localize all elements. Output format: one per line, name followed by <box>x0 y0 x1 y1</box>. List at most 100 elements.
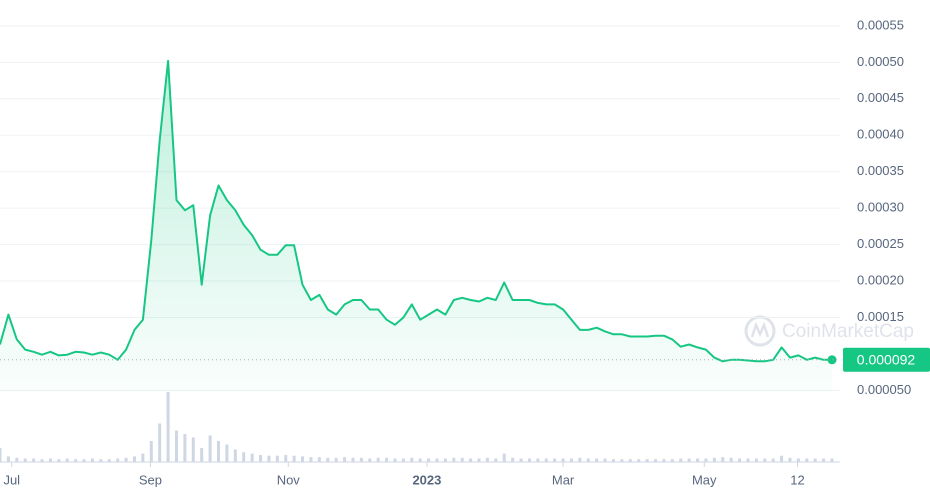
volume-bar <box>65 458 69 462</box>
volume-bar <box>704 458 708 462</box>
volume-bar <box>107 459 111 462</box>
watermark-text: CoinMarketCap <box>782 321 914 342</box>
volume-bar <box>460 457 464 462</box>
y-tick-label: 0.00030 <box>857 200 904 215</box>
volume-bar <box>166 392 170 462</box>
volume-bar <box>174 430 178 462</box>
volume-bar <box>393 458 397 462</box>
volume-bar <box>721 457 725 462</box>
x-tick-label: Jul <box>3 472 20 487</box>
price-line <box>0 59 832 363</box>
current-price-badge <box>843 347 930 372</box>
x-tick-label: 12 <box>790 472 804 487</box>
volume-bar <box>527 458 531 462</box>
volume-bar <box>544 458 548 462</box>
volume-bar <box>90 458 94 462</box>
volume-bar <box>351 457 355 462</box>
volume-bar <box>132 456 136 462</box>
volume-bar <box>477 458 481 462</box>
volume-bar <box>662 459 666 462</box>
volume-bar <box>620 459 624 462</box>
volume-bar <box>15 457 19 462</box>
volume-bar <box>343 457 347 462</box>
volume-bar <box>712 457 716 462</box>
volume-bar <box>553 458 557 462</box>
volume-bar <box>225 444 229 462</box>
volume-bar <box>284 455 288 462</box>
volume-bar <box>637 459 641 462</box>
volume-bar <box>729 457 733 462</box>
volume-bar <box>763 458 767 462</box>
volume-bar <box>23 458 27 462</box>
volume-bar <box>679 458 683 462</box>
volume-bar <box>519 458 523 462</box>
volume-bar <box>191 437 195 462</box>
volume-bar <box>469 458 473 462</box>
volume-bar <box>771 458 775 462</box>
volume-bar <box>645 459 649 462</box>
volume-bar <box>259 455 263 462</box>
volume-bar <box>99 459 103 462</box>
volume-bar <box>780 455 784 462</box>
volume-bar <box>805 458 809 462</box>
volume-bar <box>40 459 44 462</box>
current-price-label: 0.000092 <box>857 351 916 367</box>
volume-bar <box>654 459 658 462</box>
volume-bar <box>292 455 296 462</box>
volume-bar <box>309 457 313 462</box>
x-tick-label: Mar <box>552 472 575 487</box>
volume-bar <box>233 449 237 462</box>
y-tick-label: 0.00055 <box>857 17 904 32</box>
volume-bar <box>485 457 489 462</box>
volume-bar <box>822 458 826 462</box>
volume-bar <box>788 457 792 462</box>
volume-bar <box>754 458 758 462</box>
volume-bar <box>418 458 422 462</box>
watermark: CoinMarketCap <box>744 315 914 347</box>
volume-bar <box>578 457 582 462</box>
x-tick-label: Nov <box>277 472 301 487</box>
volume-bar <box>502 453 506 462</box>
volume-bar <box>158 423 162 462</box>
volume-bar <box>796 458 800 462</box>
volume-bar <box>603 458 607 462</box>
volume-bar <box>6 456 10 462</box>
volume-bar <box>208 435 212 462</box>
x-tick-label: 2023 <box>412 472 441 487</box>
volume-bar <box>435 458 439 462</box>
volume-bar <box>275 455 279 462</box>
volume-bar <box>301 456 305 462</box>
volume-bar <box>628 459 632 462</box>
volume-bar <box>452 457 456 462</box>
x-tick-label: Sep <box>139 472 162 487</box>
volume-bar <box>561 458 565 462</box>
price-area <box>0 60 832 393</box>
y-tick-label: 0.00020 <box>857 272 904 287</box>
volume-bar <box>536 458 540 462</box>
volume-bar <box>443 458 447 462</box>
x-tick-label: May <box>692 472 717 487</box>
volume-bar <box>511 457 515 462</box>
volume-bar <box>410 457 414 462</box>
volume-bar <box>0 448 2 462</box>
volume-bar <box>670 459 674 462</box>
volume-bar <box>141 453 145 462</box>
volume-bar <box>569 458 573 462</box>
volume-bar <box>401 458 405 462</box>
volume-bar <box>586 458 590 462</box>
volume-bar <box>376 457 380 462</box>
volume-bar <box>696 458 700 462</box>
volume-bar <box>830 458 834 462</box>
volume-bar <box>494 458 498 462</box>
y-tick-label: 0.00040 <box>857 127 904 142</box>
volume-bar <box>738 458 742 462</box>
volume-bar <box>267 455 271 462</box>
volume-bar <box>200 448 204 462</box>
volume-bar <box>427 458 431 462</box>
volume-bar <box>242 452 246 462</box>
volume-bar <box>82 459 86 462</box>
volume-bar <box>813 458 817 462</box>
volume-bar <box>687 458 691 462</box>
